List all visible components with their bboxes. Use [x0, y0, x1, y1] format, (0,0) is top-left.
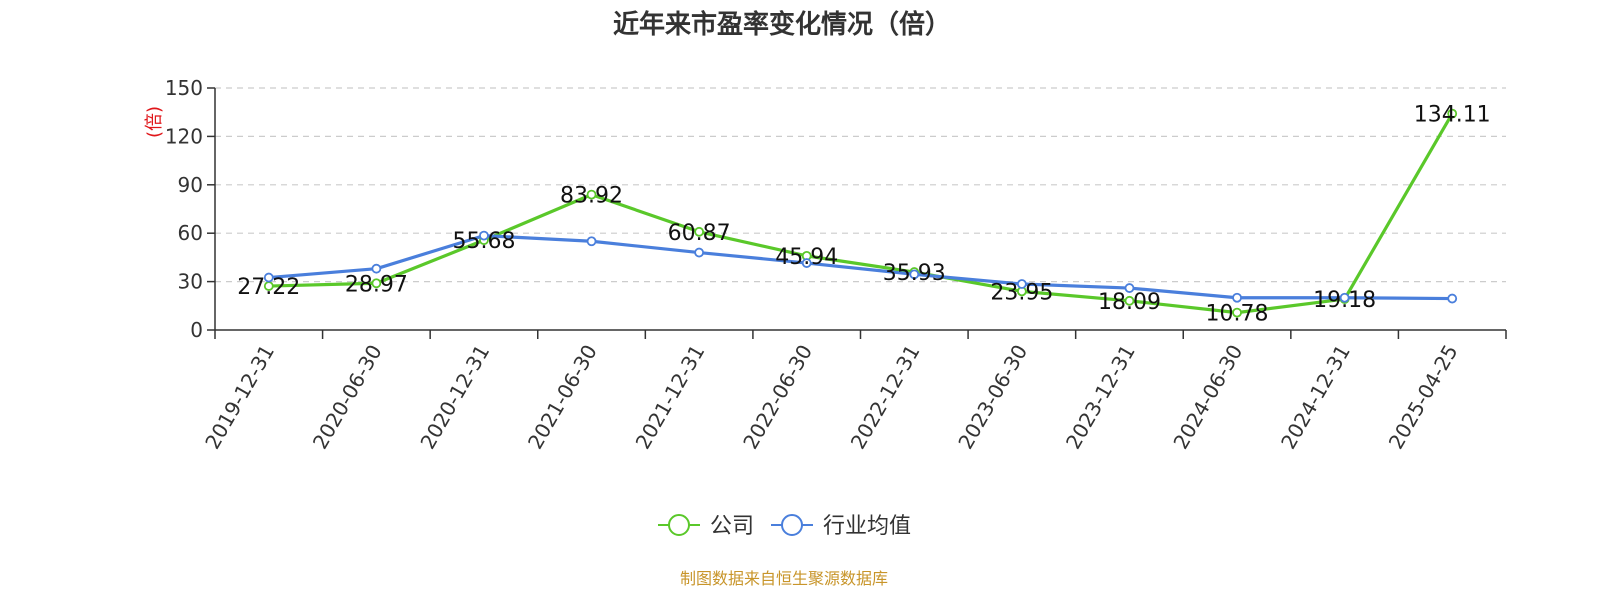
data-labels: 27.22 28.97 55.68 83.92 60.87 45.94 35.93 23.95… — [237, 103, 1490, 327]
x-tick-label: 2024-06-30 — [1168, 341, 1247, 454]
chart-title: 近年来市盈率变化情况（倍） — [613, 9, 951, 40]
x-tick-label: 2023-06-30 — [953, 341, 1032, 454]
y-tick-label: 60 — [178, 221, 203, 245]
legend-item-company[interactable]: 公司 — [658, 514, 754, 539]
data-point[interactable] — [909, 269, 920, 280]
legend-circle-icon — [781, 514, 803, 536]
series-lines — [263, 108, 1458, 318]
data-label: 28.97 — [345, 272, 408, 297]
x-tick-label: 2019-12-31 — [200, 341, 279, 454]
x-tick-label: 2021-12-31 — [631, 341, 710, 454]
y-tick-label: 120 — [165, 124, 203, 148]
data-point[interactable] — [1232, 292, 1242, 303]
data-label: 60.87 — [668, 221, 731, 246]
data-point[interactable] — [1124, 295, 1135, 306]
x-tick-label: 2024-12-31 — [1276, 341, 1355, 454]
data-label: 10.78 — [1206, 302, 1269, 327]
data-point[interactable] — [479, 230, 489, 241]
gridlines — [215, 87, 1506, 283]
data-label: 35.93 — [883, 261, 946, 286]
data-point[interactable] — [1447, 293, 1458, 304]
x-tick-label: 2025-04-25 — [1384, 341, 1463, 454]
series-line-company — [268, 112, 1454, 315]
data-point[interactable] — [1447, 108, 1458, 119]
y-tick-label: 150 — [165, 76, 203, 100]
legend-label: 行业均值 — [823, 514, 911, 539]
data-point[interactable] — [1016, 279, 1027, 289]
series-line-industry-average — [268, 234, 1453, 301]
y-axis-label: (倍) — [144, 106, 165, 138]
legend-label: 公司 — [710, 514, 754, 539]
data-point[interactable] — [694, 226, 705, 237]
legend-item-industry-average[interactable]: 行业均值 — [771, 514, 911, 539]
data-point[interactable] — [586, 236, 597, 247]
data-point[interactable] — [371, 278, 382, 289]
data-label: 83.92 — [560, 184, 623, 209]
data-label: 23.95 — [990, 280, 1053, 305]
y-tick-label: 90 — [178, 173, 203, 197]
data-point[interactable] — [694, 247, 705, 258]
y-tick-label: 0 — [190, 318, 203, 342]
data-label: 19.18 — [1313, 288, 1376, 313]
data-label: 55.68 — [452, 229, 515, 254]
x-tick-label: 2022-06-30 — [738, 341, 817, 454]
data-point[interactable] — [1339, 292, 1350, 303]
legend-circle-icon — [668, 514, 690, 536]
x-tick-label: 2022-12-31 — [846, 341, 925, 454]
x-tick-label: 2020-12-31 — [415, 341, 494, 454]
data-label: 134.11 — [1414, 103, 1491, 128]
data-point[interactable] — [586, 189, 597, 200]
x-tick-label: 2021-06-30 — [523, 341, 602, 454]
x-tick-label: 2023-12-31 — [1061, 341, 1140, 454]
data-label: 27.22 — [237, 275, 300, 300]
data-label: 45.94 — [775, 245, 838, 270]
data-label: 18.09 — [1098, 290, 1161, 315]
data-point[interactable] — [371, 263, 382, 274]
legend[interactable]: 公司 行业均值 — [658, 514, 911, 539]
data-point[interactable] — [263, 272, 274, 283]
data-point[interactable] — [1232, 307, 1242, 318]
x-tick-label: 2020-06-30 — [308, 341, 387, 454]
source-note: 制图数据来自恒生聚源数据库 — [680, 569, 888, 588]
data-point[interactable] — [801, 258, 812, 268]
y-tick-label: 30 — [178, 270, 203, 294]
data-point[interactable] — [1124, 283, 1135, 293]
